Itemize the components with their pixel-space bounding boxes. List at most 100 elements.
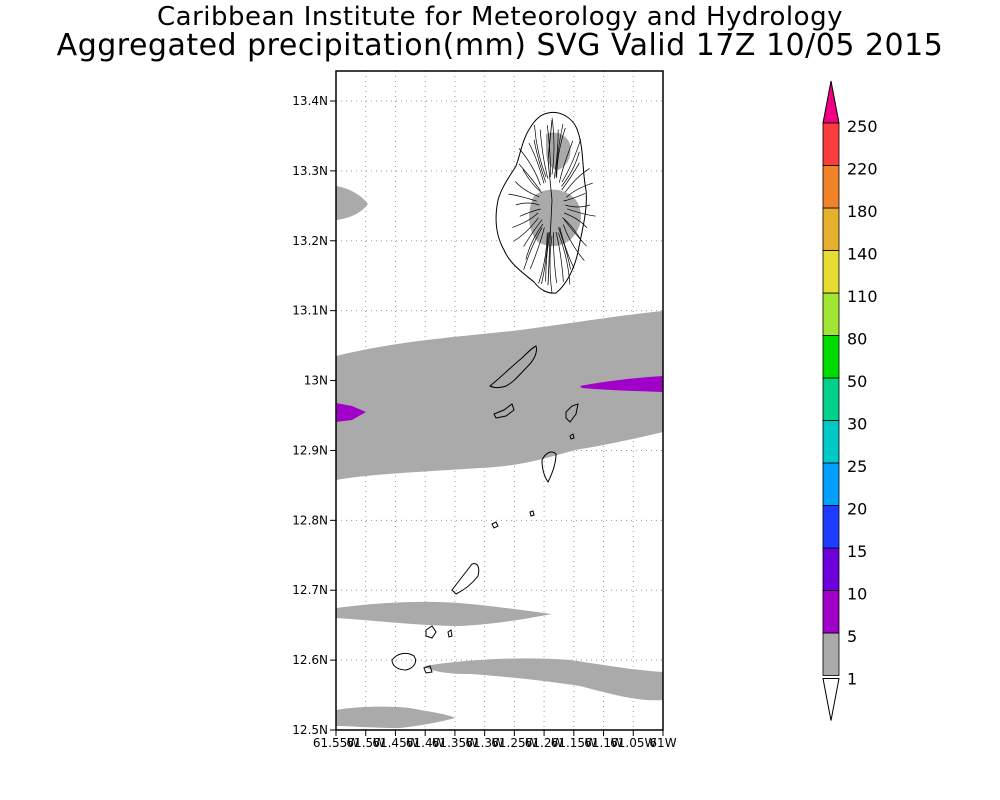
lon-tick-label: 61.35W: [432, 736, 478, 750]
carriacou-island: [451, 563, 480, 595]
st-vincent-drainage: [508, 117, 596, 293]
colorbar-level-label: 140: [847, 245, 878, 264]
colorbar-segment: [822, 377, 840, 421]
drainage-line: [567, 208, 596, 217]
lat-tick-label: 13.3N: [292, 164, 328, 178]
drainage-line: [559, 227, 575, 269]
lon-tick-label: 61.5W: [346, 736, 385, 750]
drainage-line: [563, 219, 587, 247]
lon-tick-label: 61.15W: [551, 736, 597, 750]
drainage-line: [538, 232, 548, 284]
drainage-line: [561, 162, 580, 191]
lat-tick-label: 13N: [304, 374, 328, 388]
drainage-line: [518, 163, 541, 191]
drainage-line: [546, 125, 551, 178]
heavy-rain-east: [580, 376, 663, 392]
drainage-line: [558, 140, 574, 183]
drainage-line: [563, 193, 586, 202]
central-ridge: [547, 119, 553, 286]
colorbar-level-label: 20: [847, 500, 867, 519]
drainage-line: [529, 227, 545, 270]
colorbar-level-label: 25: [847, 457, 867, 476]
land-masses: [391, 111, 596, 674]
precipitation-areas: [336, 186, 663, 728]
drainage-line: [523, 227, 543, 270]
colorbar-level-label: 15: [847, 542, 867, 561]
map-subtitle: Aggregated precipitation(mm) SVG Valid 1…: [56, 28, 944, 63]
colorbar-level-label: 30: [847, 415, 867, 434]
drainage-line: [549, 235, 553, 293]
colorbar-level-label: 50: [847, 372, 867, 391]
colorbar-level-label: 220: [847, 160, 878, 179]
mayreau-union-island: [541, 451, 557, 483]
lon-tick-label: 61.55W: [313, 736, 359, 750]
colorbar-level-label: 10: [847, 585, 867, 604]
lat-tick-label: 12.6N: [292, 653, 328, 667]
colorbar-segment: [822, 250, 840, 294]
colorbar-level-label: 110: [847, 287, 878, 306]
colorbar-segment: [822, 292, 840, 336]
drainage-line: [541, 232, 549, 285]
lon-tick-label: 61.4W: [406, 736, 445, 750]
longitude-tick-labels: 61.55W61.5W61.45W61.4W61.35W61.3W61.25W6…: [313, 730, 677, 750]
islet-4: [423, 665, 433, 674]
lon-tick-label: 61.3W: [465, 736, 504, 750]
drainage-line: [565, 204, 591, 208]
drainage-line: [513, 217, 539, 242]
lat-tick-label: 13.4N: [292, 94, 328, 108]
colorbar-segment: [822, 462, 840, 506]
lat-tick-label: 12.8N: [292, 513, 328, 527]
drainage-line: [562, 224, 585, 261]
islet-5: [569, 433, 575, 440]
lon-tick-label: 61.1W: [584, 736, 623, 750]
islet-3: [447, 629, 453, 638]
lat-tick-label: 13.1N: [292, 304, 328, 318]
plot-frame: [335, 70, 664, 731]
drainage-line: [515, 202, 540, 206]
colorbar-segment: [822, 420, 840, 464]
lat-tick-label: 12.9N: [292, 443, 328, 457]
colorbar-level-label: 80: [847, 330, 867, 349]
colorbar-segment: [822, 207, 840, 251]
colorbar-level-label: 5: [847, 627, 857, 646]
lat-tick-label: 12.5N: [292, 723, 328, 737]
colorbar-level-label: 180: [847, 202, 878, 221]
drainage-line: [533, 139, 547, 183]
colorbar-level-label: 250: [847, 117, 878, 136]
colorbar-segment: [822, 632, 840, 676]
lon-tick-label: 61W: [649, 736, 676, 750]
colorbar-segment: [822, 335, 840, 379]
rain-band-south-12-59n: [425, 658, 663, 701]
rain-band-central: [336, 311, 663, 480]
bequia-island: [489, 345, 537, 388]
lon-tick-label: 61.2W: [525, 736, 564, 750]
drainage-line: [512, 212, 539, 228]
rain-band-southwest-12-51n: [336, 706, 455, 728]
drainage-line: [528, 142, 545, 184]
lon-tick-label: 61.05W: [610, 736, 656, 750]
latitude-tick-labels: 13.4N 13.3N 13.2N 13.1N 13N 12.9N 12.8N 12.7N 12…: [292, 94, 336, 737]
drainage-line: [561, 139, 582, 183]
drainage-line: [518, 148, 541, 186]
rain-band-left-13-25n: [336, 186, 368, 220]
drainage-line: [539, 129, 549, 179]
drainage-line: [534, 124, 547, 178]
canouan-island: [565, 403, 579, 423]
drainage-line: [553, 129, 559, 179]
drainage-line: [555, 231, 564, 283]
drainage-line: [515, 181, 540, 198]
colorbar-segment: [822, 505, 840, 549]
drainage-line: [551, 117, 555, 175]
grenada-north-tip: [391, 652, 417, 671]
islet-1: [491, 521, 499, 529]
drainage-line: [525, 223, 544, 260]
drainage-line: [508, 193, 537, 202]
colorbar-segment: [822, 122, 840, 166]
islet-2: [529, 510, 535, 517]
lat-tick-label: 12.7N: [292, 583, 328, 597]
colorbar-level-label: 1: [847, 670, 857, 689]
drainage-line: [556, 127, 566, 179]
colorbar-segment: [822, 165, 840, 209]
drainage-line: [558, 227, 571, 270]
